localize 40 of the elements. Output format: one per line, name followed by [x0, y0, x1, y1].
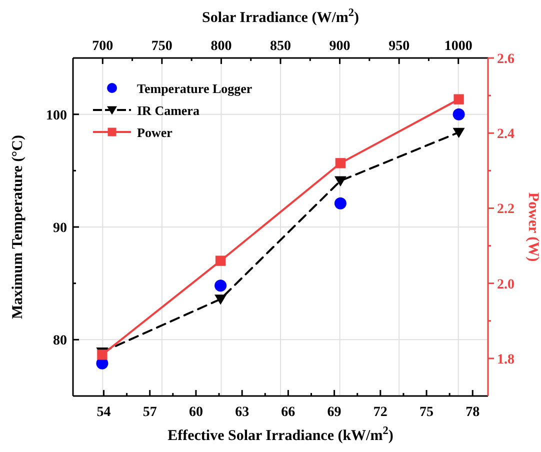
x-tick-label: 63 [235, 405, 250, 420]
x-axis-title: Effective Solar Irradiance (kW/m$^{2}$) [168, 425, 394, 444]
point [334, 176, 346, 187]
y-tick-label: 100 [46, 108, 67, 124]
y2-tick-label: 2.2 [497, 202, 514, 218]
point [215, 256, 226, 266]
point [454, 94, 464, 104]
x2-axis-title: Solar Irradiance (W/m$^{2}$) [202, 7, 359, 26]
legend-label: Temperature Logger [137, 81, 252, 96]
y2-tick-label: 2.4 [497, 127, 514, 142]
x-tick-label: 54 [96, 405, 111, 420]
x-tick-label: 57 [142, 405, 157, 420]
x2-tick-label: 950 [388, 39, 410, 54]
point [214, 294, 227, 305]
x-tick-label: 75 [420, 405, 434, 420]
x2-tick-label: 700 [92, 39, 114, 54]
x2-tick-label: 850 [270, 39, 291, 54]
x-tick-label: 60 [188, 405, 203, 420]
y-tick-label: 80 [53, 334, 67, 349]
y2-tick-label: 2.6 [497, 52, 514, 67]
legend-label: Power [137, 125, 173, 140]
point [335, 158, 346, 168]
x-tick-label: 78 [466, 405, 480, 420]
point [452, 108, 465, 120]
x-tick-label: 66 [281, 405, 296, 420]
x2-tick-label: 900 [329, 39, 350, 54]
point [214, 280, 227, 292]
y2-tick-label: 2.0 [497, 277, 514, 292]
point [452, 128, 465, 138]
x-tick-label: 69 [327, 405, 342, 420]
y-tick-label: 90 [53, 221, 67, 236]
legend-label: IR Camera [137, 103, 200, 118]
y2-tick-label: 1.8 [497, 352, 514, 368]
x2-tick-label: 1000 [444, 39, 472, 54]
y-axis-title: Maximum Temperature (°C) [10, 134, 26, 320]
x2-tick-label: 800 [210, 39, 232, 54]
x-tick-label: 72 [373, 405, 388, 420]
x2-tick-label: 750 [151, 39, 172, 54]
point [334, 197, 346, 210]
y2-axis-title: Power (W) [525, 192, 541, 262]
